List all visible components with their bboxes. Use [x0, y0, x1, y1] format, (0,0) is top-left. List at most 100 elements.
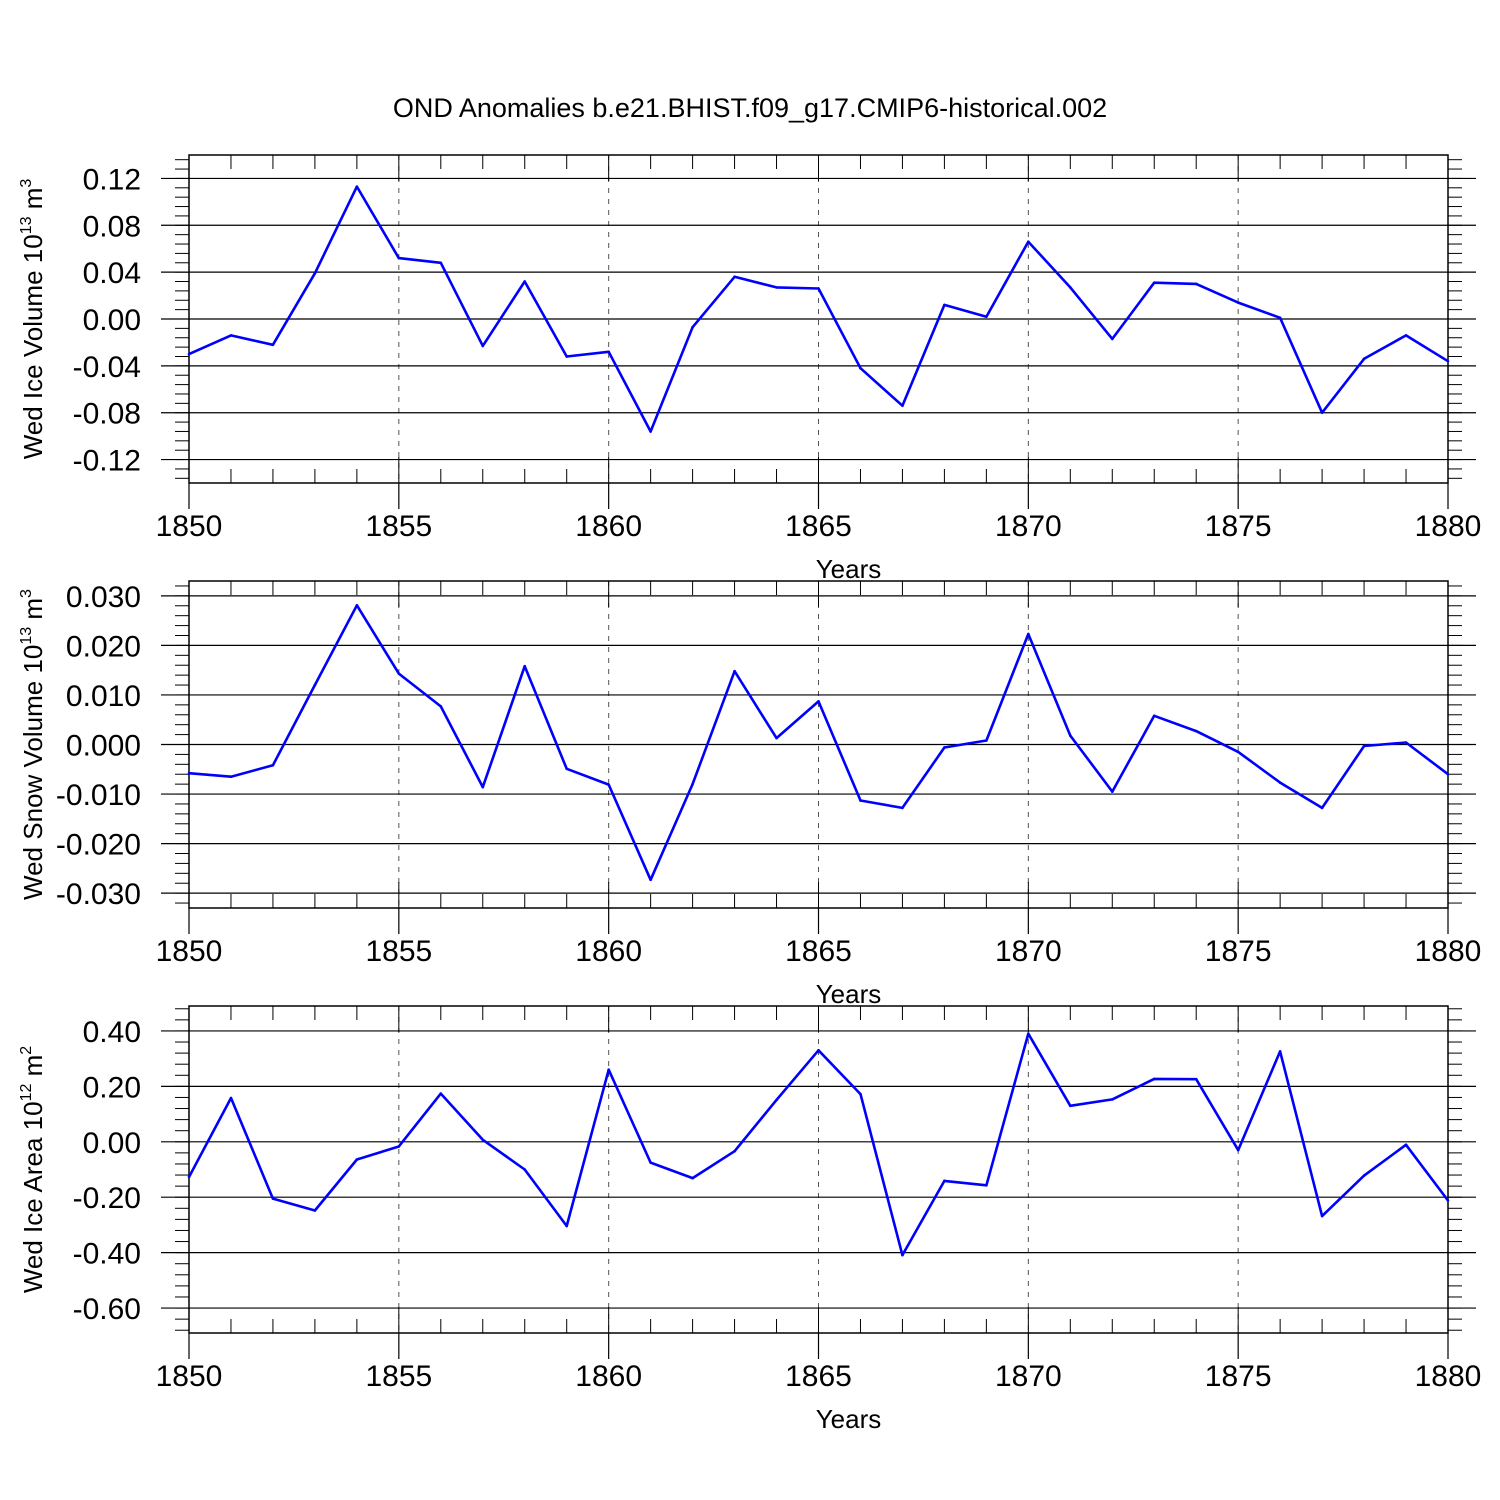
x-tick-label: 1860 [575, 935, 642, 968]
data-point [607, 350, 610, 354]
data-point [397, 1145, 401, 1148]
plot-frame [188, 580, 1449, 909]
y-tick-label: 0.12 [83, 163, 141, 196]
data-point [1069, 286, 1072, 289]
data-point [1110, 337, 1114, 341]
y-tick-label: 0.08 [83, 210, 141, 243]
y-tick-label: -0.08 [73, 398, 141, 431]
data-point [817, 287, 820, 290]
x-axis-label: Years [816, 979, 882, 1009]
y-tick-label: -0.030 [56, 878, 141, 911]
data-point [1446, 359, 1450, 363]
data-point [1278, 1050, 1282, 1053]
data-point [1110, 1098, 1114, 1101]
data-point [187, 771, 191, 775]
data-point [1362, 744, 1366, 748]
data-point [1110, 790, 1114, 793]
x-axis-label: Years [816, 1404, 882, 1434]
data-point [859, 799, 862, 802]
data-point [901, 404, 904, 407]
data-point [607, 1068, 610, 1072]
y-tick-label: -0.60 [73, 1293, 141, 1326]
data-point [481, 1138, 485, 1142]
data-point [943, 1179, 946, 1183]
data-point [1362, 357, 1366, 361]
x-tick-label: 1870 [995, 935, 1062, 968]
y-tick-label: 0.030 [66, 581, 141, 614]
y-axis-label: Wed Snow Volume 1013 m3 [18, 589, 48, 900]
data-point [1152, 281, 1156, 284]
data-point [1027, 1032, 1030, 1036]
data-point [649, 430, 652, 433]
data-point [1278, 781, 1282, 784]
data-point [1027, 240, 1030, 243]
data-point [1236, 301, 1240, 304]
y-axis-label-text: m [18, 1055, 48, 1084]
data-point [1194, 1077, 1198, 1081]
y-axis-label-text: Wed Ice Area 10 [18, 1101, 48, 1293]
data-point [817, 1049, 820, 1052]
data-point [1320, 806, 1324, 810]
data-point [1320, 411, 1324, 415]
data-point [1236, 750, 1240, 754]
data-point [1152, 1077, 1156, 1081]
y-axis-label-text: m [18, 598, 48, 627]
data-point [355, 1158, 359, 1161]
data-point [523, 1168, 527, 1171]
x-tick-label: 1850 [156, 510, 223, 543]
data-point [1069, 734, 1072, 737]
data-point [1194, 729, 1198, 733]
data-point [523, 280, 527, 283]
data-point [229, 1096, 233, 1100]
y-axis-label-superscript: 13 [18, 627, 35, 645]
data-point [775, 286, 778, 289]
x-axis-label: Years [816, 554, 882, 584]
y-tick-label: -0.40 [73, 1238, 141, 1271]
data-point [1446, 772, 1450, 776]
data-point [649, 1161, 652, 1164]
data-point [439, 1092, 443, 1095]
data-point [1278, 316, 1282, 320]
y-axis-label-superscript: 2 [18, 1046, 35, 1055]
data-point [901, 806, 904, 810]
y-axis-label-text: m [18, 188, 48, 217]
x-tick-label: 1850 [156, 1360, 223, 1393]
x-tick-label: 1865 [785, 510, 852, 543]
data-point [1446, 1199, 1450, 1202]
data-point [565, 1224, 568, 1228]
data-point [733, 669, 736, 673]
data-point [355, 603, 359, 607]
y-tick-label: 0.00 [83, 304, 141, 337]
y-axis-label-superscript: 3 [18, 179, 35, 188]
data-point [565, 767, 568, 771]
y-tick-label: 0.04 [83, 257, 141, 290]
data-point [691, 325, 694, 329]
data-point [943, 303, 946, 307]
y-tick-label: -0.020 [56, 829, 141, 862]
data-point [691, 1176, 694, 1180]
data-point [901, 1253, 904, 1257]
y-tick-label: -0.20 [73, 1182, 141, 1215]
y-axis-label-text: Wed Snow Volume 10 [18, 645, 48, 900]
data-point [1404, 1143, 1408, 1147]
data-point [271, 764, 275, 767]
x-tick-label: 1865 [785, 1360, 852, 1393]
x-tick-label: 1865 [785, 935, 852, 968]
data-series-line [187, 1032, 1450, 1257]
data-point [607, 783, 610, 786]
panel-1: -0.12 -0.08 -0.04 0.00 0.04 0.08 0.12 1850 1855 1… [18, 154, 1481, 584]
data-point [775, 1098, 778, 1102]
data-point [649, 878, 652, 882]
x-tick-label: 1880 [1415, 1360, 1482, 1393]
x-tick-label: 1855 [365, 510, 432, 543]
data-point [313, 683, 317, 687]
x-tick-label: 1875 [1205, 1360, 1272, 1393]
x-tick-label: 1860 [575, 1360, 642, 1393]
data-point [985, 1183, 988, 1187]
x-tick-label: 1870 [995, 1360, 1062, 1393]
x-tick-label: 1855 [365, 935, 432, 968]
x-tick-label: 1855 [365, 1360, 432, 1393]
x-tick-label: 1870 [995, 510, 1062, 543]
y-tick-label: 0.40 [83, 1016, 141, 1049]
data-point [481, 344, 485, 348]
